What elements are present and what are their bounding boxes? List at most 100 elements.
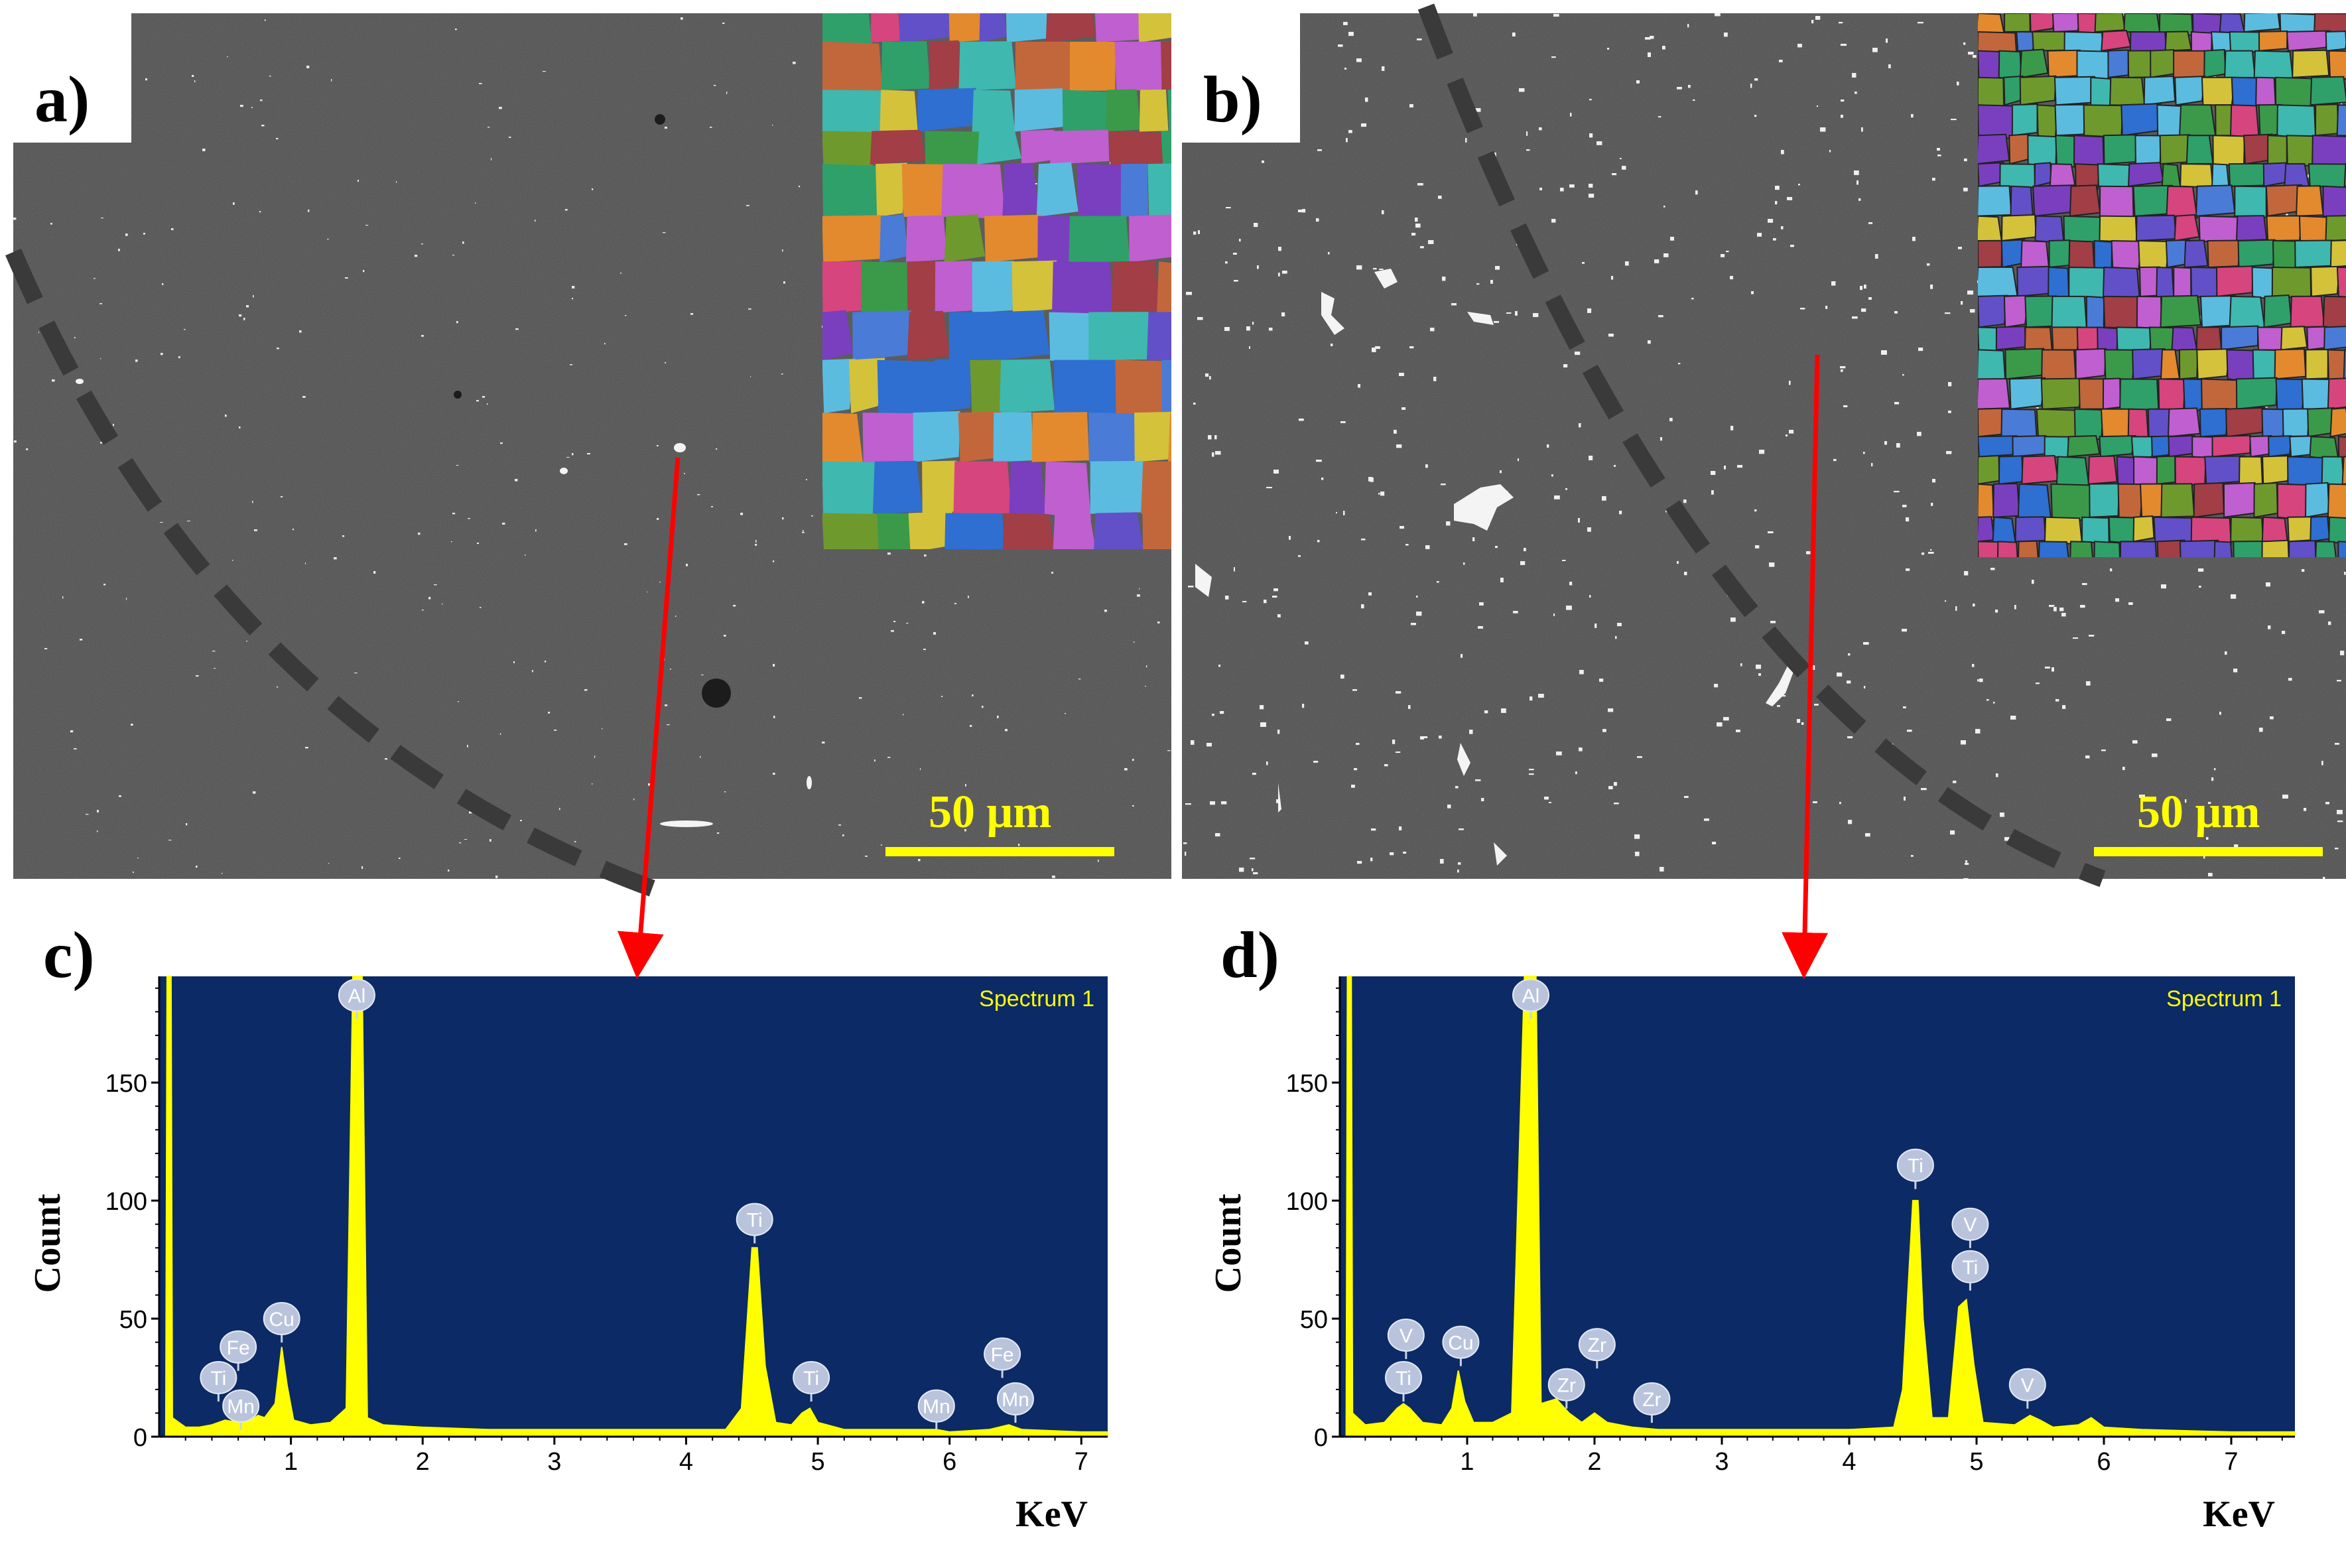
particle (1539, 127, 1542, 131)
ebsd-grain (2323, 326, 2346, 351)
particle (451, 541, 452, 543)
particle (2325, 802, 2329, 805)
particle (1361, 604, 1364, 609)
particle (1526, 131, 1528, 136)
peak-label-text: V (2021, 1375, 2034, 1397)
particle (716, 448, 718, 450)
particle (2208, 802, 2211, 805)
particle (624, 543, 627, 545)
peak-label: Fe (984, 1337, 1021, 1378)
particle (1839, 22, 1843, 24)
particle (1948, 382, 1952, 387)
ebsd-grain (2138, 239, 2171, 271)
ebsd-grain (2156, 539, 2185, 557)
particle (1530, 696, 1533, 701)
particle (342, 535, 345, 537)
particle (1945, 600, 1947, 602)
peak-label: Mn (917, 1389, 955, 1430)
particle (1737, 465, 1743, 468)
spectrum-series (1345, 976, 2296, 1437)
particle (559, 808, 560, 811)
peak-label: Zr (1547, 1368, 1585, 1409)
particle (1351, 785, 1355, 788)
particle (572, 453, 574, 456)
particle (1744, 595, 1747, 598)
particle (663, 232, 666, 233)
ebsd-grain (2329, 407, 2346, 438)
peak-label-bubble (1896, 1148, 1934, 1182)
particle (2208, 873, 2213, 877)
particle (458, 701, 459, 702)
particle (1810, 665, 1815, 670)
particle (1917, 432, 1922, 436)
ebsd-grain (944, 214, 986, 263)
particle (1476, 283, 1480, 285)
particle (1711, 490, 1714, 495)
particle (1927, 263, 1930, 266)
ebsd-grain (1147, 163, 1171, 217)
ebsd-grain (2041, 349, 2077, 381)
ebsd-grain (2262, 162, 2288, 187)
ebsd-grain (2183, 239, 2209, 269)
peak-label: Ti (793, 1361, 830, 1402)
particle (675, 616, 677, 617)
particle (1266, 487, 1272, 489)
ebsd-grain (2129, 31, 2168, 52)
ebsd-grain (2243, 13, 2281, 33)
particle (1773, 238, 1776, 241)
particle (281, 496, 283, 497)
ebsd-grain (948, 311, 995, 361)
ebsd-grain (2235, 377, 2278, 410)
particle (305, 747, 308, 749)
particle (113, 424, 114, 426)
particle (515, 328, 519, 330)
particle (171, 228, 174, 230)
x-tick-label: 4 (679, 1448, 693, 1476)
ebsd-grain (2322, 185, 2346, 220)
x-tick-label: 4 (1842, 1448, 1856, 1476)
ebsd-grain (2134, 135, 2162, 166)
particle (1570, 113, 1572, 117)
ebsd-grain (2315, 541, 2337, 557)
particle (1946, 451, 1952, 454)
particle (305, 562, 306, 564)
ebsd-grain (913, 411, 960, 462)
ebsd-grain (2055, 456, 2091, 489)
particle (1841, 369, 1843, 372)
ebsd-grain (1978, 294, 2008, 328)
ebsd-grain (1006, 13, 1050, 42)
particle (232, 560, 233, 561)
ebsd-grain (1978, 266, 2018, 297)
particle (1272, 596, 1277, 598)
particle (196, 866, 198, 868)
ebsd-grain (2021, 454, 2059, 485)
particle (1299, 419, 1304, 421)
particle (1185, 803, 1191, 805)
particle (1800, 308, 1805, 310)
label-box-b (1182, 13, 1300, 143)
ebsd-grain (2017, 483, 2052, 522)
particle (594, 755, 596, 758)
particle (1903, 706, 1906, 708)
particle (2049, 605, 2053, 608)
particle (1409, 104, 1413, 107)
ebsd-grain (1053, 359, 1118, 414)
particle (1861, 127, 1863, 132)
particle (462, 241, 464, 244)
particle (750, 376, 751, 377)
particle (822, 742, 825, 744)
particle (477, 543, 479, 545)
particle (1614, 803, 1619, 805)
ebsd-grain (2123, 13, 2161, 34)
ebsd-grain (2211, 434, 2252, 458)
ebsd-grain (822, 131, 877, 168)
particle (1975, 729, 1981, 734)
peak-label: V (1951, 1207, 1989, 1248)
particle (1538, 694, 1544, 698)
particle (293, 529, 294, 531)
particle (1662, 46, 1665, 50)
ebsd-grain (2075, 348, 2107, 380)
particle (1225, 261, 1228, 264)
particle (1569, 184, 1575, 188)
particle (1857, 180, 1858, 185)
